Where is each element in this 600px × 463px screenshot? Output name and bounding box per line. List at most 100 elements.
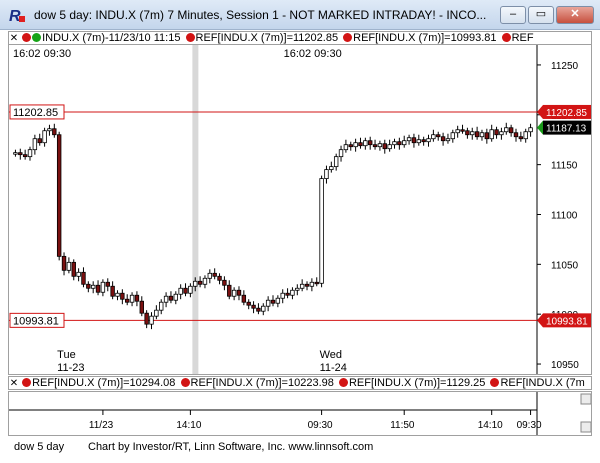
candle-body: [100, 281, 106, 293]
candle-body: [411, 137, 417, 144]
status-dot-icon: [22, 378, 32, 387]
candle-body: [222, 279, 227, 286]
candle-body: [406, 137, 412, 142]
minimize-button[interactable]: ‒: [500, 6, 526, 24]
svg-text:R: R: [9, 8, 21, 24]
candle-body: [489, 129, 494, 140]
legend-item-ref-d[interactable]: REF[INDU.X (7m: [490, 377, 585, 389]
legend-item-ref-a[interactable]: REF[INDU.X (7m)]=10294.08: [22, 377, 175, 389]
candle-body: [397, 141, 402, 146]
legend-item-ref-c[interactable]: REF[INDU.X (7m)]=1129.25: [338, 377, 485, 389]
candle-body: [353, 142, 358, 148]
reference-marker-icon: [537, 313, 543, 328]
candle-body: [367, 140, 373, 146]
candle-body: [231, 289, 237, 297]
reference-price-tag: [543, 104, 591, 119]
candle-body: [37, 138, 42, 144]
candle-body: [217, 275, 222, 281]
legend-item-price[interactable]: INDU.X (7m)-11/23/10 11:15: [22, 32, 180, 44]
status-dot-icon: [185, 33, 195, 42]
candle-body: [314, 281, 319, 285]
candle-body: [392, 141, 397, 146]
candle-body: [295, 287, 300, 291]
candle-body: [246, 301, 251, 306]
scroll-down-icon: [580, 421, 592, 433]
x-tick-label: 14:10: [176, 420, 201, 431]
close-button[interactable]: ✕: [556, 6, 594, 24]
session-time-label: 16:02 09:30: [284, 48, 342, 60]
time-axis-pane[interactable]: 11/23 14:10 09:30 11:50 14:10 09:30: [8, 391, 592, 436]
candle-body: [18, 152, 23, 156]
last-price-arrow-icon: [537, 120, 543, 135]
legend-item-ref-more[interactable]: REF: [501, 32, 534, 44]
indicator-legend-top: ✕ INDU.X (7m)-11/23/10 11:15 REF[INDU.X …: [8, 31, 592, 45]
candle-body: [504, 127, 509, 133]
y-tick-label: 11050: [551, 260, 579, 271]
x-tick-label: 14:10: [478, 420, 503, 431]
candle-body: [387, 144, 392, 150]
candle-body: [343, 144, 349, 151]
reference-line-label-box: [9, 104, 65, 120]
candle-body: [47, 128, 52, 132]
candle-body: [523, 131, 528, 140]
candle-body: [154, 309, 159, 317]
candle-body: [13, 152, 18, 155]
candle-body: [372, 144, 378, 148]
candle-body: [42, 130, 47, 144]
status-dot-icon: [343, 33, 353, 42]
candle-body: [61, 255, 67, 271]
reference-line-label-box: [9, 312, 65, 328]
candle-body: [436, 134, 441, 138]
candle-body: [285, 292, 290, 296]
y-tick-label: 10950: [551, 360, 579, 371]
candle-body: [27, 149, 33, 158]
candle-body: [518, 136, 524, 140]
candle-body: [202, 277, 208, 285]
candle-body: [270, 299, 276, 304]
candle-body: [134, 294, 140, 302]
indicator-legend-bottom: ✕ REF[INDU.X (7m)]=10294.08 REF[INDU.X (…: [8, 376, 592, 390]
x-tick-label: 11:50: [390, 420, 415, 431]
candle-body: [474, 131, 480, 138]
investor-rt-logo-icon: R: [9, 8, 25, 24]
candle-body: [159, 301, 164, 311]
candle-body: [508, 127, 514, 134]
candle-body: [168, 295, 174, 301]
candle-body: [499, 131, 504, 136]
candle-body: [105, 281, 110, 287]
x-tick-label: 09:30: [308, 420, 333, 431]
candle-body: [86, 283, 91, 289]
x-tick-label: 11/23: [89, 420, 114, 431]
candle-body: [197, 280, 203, 285]
candle-body: [110, 285, 115, 297]
window-titlebar: R dow 5 day: INDU.X (7m) 7 Minutes, Sess…: [0, 0, 600, 30]
chart-page-name: dow 5 day: [14, 441, 65, 453]
candle-body: [513, 132, 519, 138]
candle-body: [484, 132, 490, 140]
candle-body: [416, 139, 421, 144]
candle-body: [261, 305, 266, 312]
price-chart-pane[interactable]: 1095011000110501110011150112001125016:02…: [8, 44, 592, 375]
candle-body: [494, 129, 499, 136]
candle-body: [324, 169, 329, 179]
candle-body: [348, 144, 353, 148]
time-axis[interactable]: 11/23 14:10 09:30 11:50 14:10 09:30: [9, 392, 592, 435]
candle-body: [377, 143, 383, 148]
legend-item-ref-upper[interactable]: REF[INDU.X (7m)]=11202.85: [185, 32, 338, 44]
close-pane-icon[interactable]: ✕: [9, 378, 19, 389]
credits-text: Chart by Investor/RT, Linn Software, Inc…: [88, 441, 374, 453]
candle-body: [52, 128, 57, 136]
candle-body: [426, 138, 431, 143]
session-gap-shade: [192, 45, 199, 374]
legend-item-ref-b[interactable]: REF[INDU.X (7m)]=10223.98: [180, 377, 334, 389]
maximize-button[interactable]: ▭: [528, 6, 554, 24]
candle-body: [338, 149, 344, 158]
status-dot-icon: [490, 378, 500, 387]
status-dot-icon: [501, 33, 511, 42]
legend-item-ref-lower[interactable]: REF[INDU.X (7m)]=10993.81: [343, 32, 497, 44]
candle-body: [125, 298, 130, 303]
candle-body: [445, 138, 451, 142]
close-pane-icon[interactable]: ✕: [9, 33, 19, 44]
reference-price-tag-label: 10993.81: [546, 316, 588, 327]
candlestick-chart[interactable]: 1095011000110501110011150112001125016:02…: [9, 45, 591, 374]
